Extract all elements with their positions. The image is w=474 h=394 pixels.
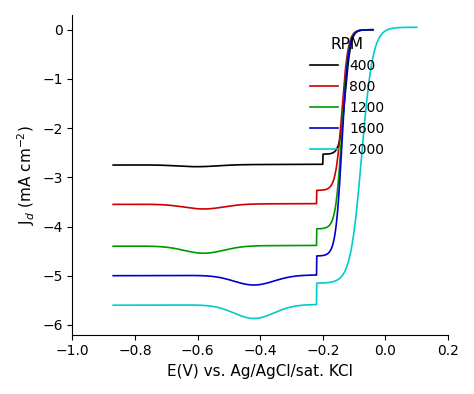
1200 (289, 243, 295, 248)
1600 (318, 253, 324, 258)
800 (110, 202, 116, 207)
1200 (313, 243, 319, 248)
1200 (370, 28, 376, 32)
1600 (370, 28, 376, 32)
1600 (251, 282, 257, 287)
400 (137, 163, 143, 167)
2000 (414, 25, 419, 30)
1200 (318, 226, 324, 231)
1600 (225, 277, 230, 282)
1600 (313, 273, 319, 277)
2000 (233, 312, 239, 316)
1200 (137, 244, 143, 249)
400 (318, 162, 324, 167)
1600 (289, 274, 295, 279)
X-axis label: E(V) vs. Ag/AgCl/sat. KCl: E(V) vs. Ag/AgCl/sat. KCl (167, 364, 353, 379)
2000 (319, 281, 325, 285)
Line: 1200: 1200 (113, 30, 373, 253)
1200 (110, 244, 116, 249)
800 (225, 204, 231, 209)
2000 (251, 316, 257, 321)
400 (313, 162, 319, 167)
1600 (110, 273, 116, 278)
2000 (110, 303, 116, 308)
800 (370, 28, 376, 32)
2000 (353, 216, 358, 221)
2000 (347, 252, 353, 257)
400 (370, 28, 376, 32)
1200 (225, 247, 231, 252)
2000 (141, 303, 147, 307)
1600 (137, 273, 143, 278)
800 (137, 202, 143, 207)
1200 (201, 251, 207, 256)
Line: 400: 400 (113, 30, 373, 167)
800 (289, 201, 295, 206)
1600 (215, 275, 221, 280)
2000 (244, 315, 250, 320)
Y-axis label: J$_d$ (mA cm$^{-2}$): J$_d$ (mA cm$^{-2}$) (15, 125, 36, 225)
400 (110, 163, 116, 167)
800 (318, 188, 324, 193)
Legend: 400, 800, 1200, 1600, 2000: 400, 800, 1200, 1600, 2000 (305, 32, 390, 162)
400 (194, 164, 200, 169)
400 (216, 164, 221, 168)
400 (289, 162, 295, 167)
Line: 1600: 1600 (113, 30, 373, 285)
Line: 2000: 2000 (113, 27, 417, 318)
800 (201, 206, 207, 211)
800 (216, 205, 221, 210)
800 (313, 201, 319, 206)
1200 (216, 249, 221, 254)
400 (225, 163, 231, 167)
Line: 800: 800 (113, 30, 373, 209)
